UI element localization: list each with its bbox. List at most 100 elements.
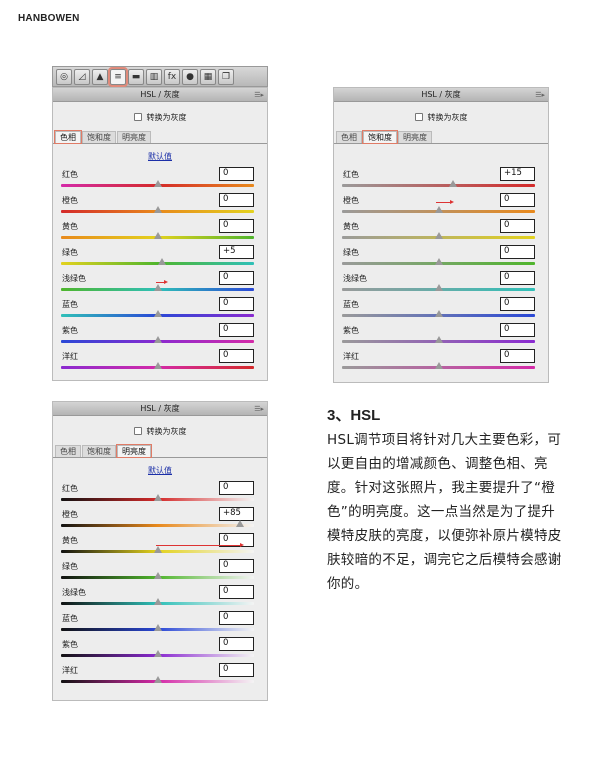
tab-luminance[interactable]: 明亮度 <box>398 131 432 143</box>
slider-thumb[interactable] <box>153 284 162 291</box>
value-input[interactable]: +85 <box>219 507 254 521</box>
tab-hue[interactable]: 色相 <box>54 130 82 144</box>
tab-saturation[interactable]: 饱和度 <box>82 445 116 457</box>
value-input[interactable]: 0 <box>219 637 254 651</box>
slider-thumb[interactable] <box>153 494 162 501</box>
checkbox-icon[interactable] <box>133 427 142 435</box>
article: 3、HSL HSL调节项目将针对几大主要色彩，可以更自由的增减颜色、调整色相、亮… <box>327 404 562 596</box>
slider-thumb[interactable] <box>434 258 443 265</box>
slider-label: 橙色 <box>62 196 78 205</box>
grayscale-checkbox[interactable]: 转换为灰度 <box>53 426 267 438</box>
panel-header: HSL / 灰度 ☰▸ <box>53 402 267 416</box>
value-input[interactable]: 0 <box>500 219 535 233</box>
panel-title: HSL / 灰度 <box>140 90 180 99</box>
value-input[interactable]: 0 <box>219 167 254 181</box>
value-input[interactable]: 0 <box>219 533 254 547</box>
slider-label: 绿色 <box>62 248 78 257</box>
slider-thumb[interactable] <box>158 258 167 265</box>
red-arrow-annotation <box>436 200 454 204</box>
value-input[interactable]: 0 <box>500 245 535 259</box>
value-input[interactable]: 0 <box>219 559 254 573</box>
grayscale-checkbox[interactable]: 转换为灰度 <box>53 112 267 124</box>
detail-icon[interactable]: ▲ <box>92 68 108 85</box>
slider-thumb[interactable] <box>235 520 244 527</box>
tab-saturation[interactable]: 饱和度 <box>82 131 116 143</box>
slider-label: 紫色 <box>343 326 359 335</box>
fx-icon[interactable]: fx <box>164 68 180 85</box>
value-input[interactable]: 0 <box>500 271 535 285</box>
slider-row-purple: 紫色 0 <box>53 637 267 663</box>
value-input[interactable]: 0 <box>500 349 535 363</box>
value-input[interactable]: 0 <box>219 297 254 311</box>
defaults-link[interactable]: 默认值 <box>148 152 172 161</box>
hsl-panel-hue: HSL / 灰度 ☰▸ 转换为灰度 色相 饱和度 明亮度 默认值 红色 0 橙色 0 黄色 … <box>52 87 268 381</box>
slider-label: 黄色 <box>343 222 359 231</box>
tab-hue[interactable]: 色相 <box>55 445 81 457</box>
value-input[interactable]: 0 <box>219 271 254 285</box>
slider-track[interactable] <box>61 262 254 265</box>
panel-menu-icon[interactable]: ☰▸ <box>535 91 545 99</box>
checkbox-icon[interactable] <box>414 113 423 121</box>
slider-label: 红色 <box>62 170 78 179</box>
slider-thumb[interactable] <box>153 232 162 239</box>
value-input[interactable]: 0 <box>500 323 535 337</box>
tab-luminance[interactable]: 明亮度 <box>116 444 152 458</box>
defaults-link[interactable]: 默认值 <box>148 466 172 475</box>
value-input[interactable]: 0 <box>500 297 535 311</box>
slider-row-blue: 蓝色 0 <box>334 297 548 323</box>
slider-thumb[interactable] <box>153 572 162 579</box>
slider-label: 浅绿色 <box>343 274 367 283</box>
slider-thumb[interactable] <box>434 310 443 317</box>
value-input[interactable]: +5 <box>219 245 254 259</box>
presets-icon[interactable]: ▦ <box>200 68 216 85</box>
value-input[interactable]: 0 <box>219 481 254 495</box>
slider-thumb[interactable] <box>153 180 162 187</box>
slider-thumb[interactable] <box>153 624 162 631</box>
slider-thumb[interactable] <box>153 650 162 657</box>
hsl-panel-luminance: HSL / 灰度 ☰▸ 转换为灰度 色相 饱和度 明亮度 默认值 红色 0 橙色 +85 黄… <box>52 401 268 701</box>
value-input[interactable]: 0 <box>219 219 254 233</box>
value-input[interactable]: 0 <box>219 349 254 363</box>
tab-saturation[interactable]: 饱和度 <box>362 130 398 144</box>
value-input[interactable]: 0 <box>219 663 254 677</box>
grayscale-label: 转换为灰度 <box>146 427 187 436</box>
aperture-icon[interactable]: ◎ <box>56 68 72 85</box>
slider-track[interactable] <box>61 524 254 527</box>
value-input[interactable]: 0 <box>219 611 254 625</box>
camera-calibration-icon[interactable]: ● <box>182 68 198 85</box>
slider-thumb[interactable] <box>153 362 162 369</box>
tone-curve-icon[interactable]: ◿ <box>74 68 90 85</box>
checkbox-icon[interactable] <box>133 113 142 121</box>
lens-icon[interactable]: ▥ <box>146 68 162 85</box>
value-input[interactable]: +15 <box>500 167 535 181</box>
slider-thumb[interactable] <box>434 284 443 291</box>
slider-thumb[interactable] <box>434 336 443 343</box>
hsl-icon[interactable]: ≡ <box>108 66 128 87</box>
slider-row-green: 绿色 +5 <box>53 245 267 271</box>
slider-thumb[interactable] <box>153 598 162 605</box>
panel-menu-icon[interactable]: ☰▸ <box>254 91 264 99</box>
slider-thumb[interactable] <box>153 676 162 683</box>
tab-luminance[interactable]: 明亮度 <box>117 131 151 143</box>
value-input[interactable]: 0 <box>219 585 254 599</box>
split-toning-icon[interactable]: ▬ <box>128 68 144 85</box>
slider-thumb[interactable] <box>434 232 443 239</box>
grayscale-checkbox[interactable]: 转换为灰度 <box>334 112 548 124</box>
panel-header: HSL / 灰度 ☰▸ <box>334 88 548 102</box>
tab-hue[interactable]: 色相 <box>336 131 362 143</box>
slider-thumb[interactable] <box>153 310 162 317</box>
slider-thumb[interactable] <box>434 206 443 213</box>
slider-thumb[interactable] <box>434 362 443 369</box>
slider-label: 紫色 <box>62 326 78 335</box>
value-input[interactable]: 0 <box>219 193 254 207</box>
panel-menu-icon[interactable]: ☰▸ <box>254 405 264 413</box>
value-input[interactable]: 0 <box>219 323 254 337</box>
slider-thumb[interactable] <box>448 180 457 187</box>
slider-thumb[interactable] <box>153 206 162 213</box>
slider-label: 橙色 <box>343 196 359 205</box>
slider-track[interactable] <box>342 184 535 187</box>
value-input[interactable]: 0 <box>500 193 535 207</box>
snapshots-icon[interactable]: ❐ <box>218 68 234 85</box>
slider-thumb[interactable] <box>153 546 162 553</box>
slider-thumb[interactable] <box>153 336 162 343</box>
